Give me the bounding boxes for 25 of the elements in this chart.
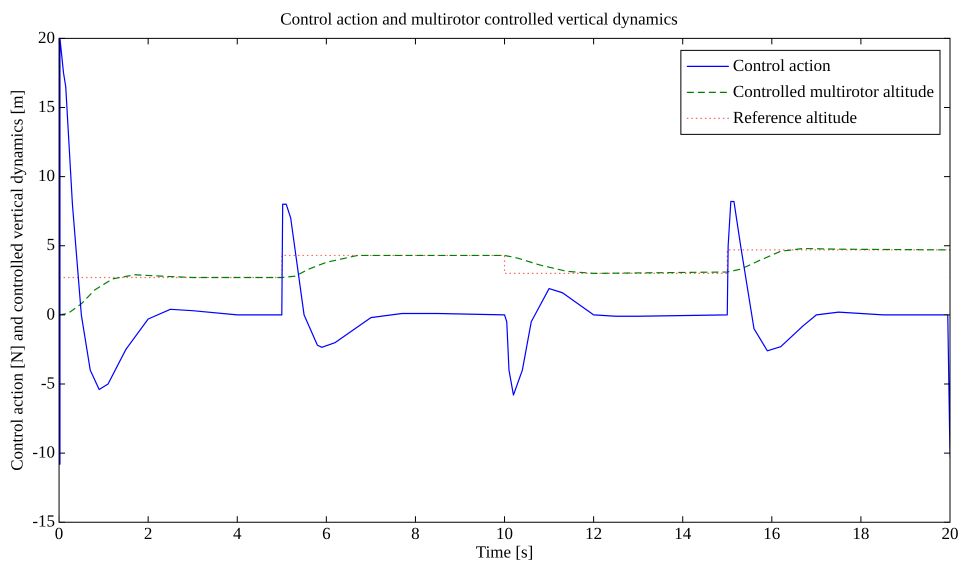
x-tick-label: 8	[411, 524, 420, 543]
x-tick-label: 16	[763, 524, 780, 543]
x-tick-label: 6	[322, 524, 331, 543]
x-tick-label: 14	[674, 524, 692, 543]
y-tick-label: 20	[38, 28, 56, 47]
x-tick-label: 10	[496, 524, 514, 543]
y-axis-title: Control action [N] and controlled vertical dynamics [m]	[8, 90, 27, 471]
chart-title: Control action and multirotor controlled vertical dynamics	[280, 10, 678, 29]
x-tick-label: 20	[942, 524, 958, 543]
x-tick-label: 4	[233, 524, 242, 543]
y-tick-label: 10	[38, 166, 56, 186]
line-series	[59, 248, 950, 316]
x-tick-label: 12	[585, 524, 602, 543]
x-tick-label: 2	[144, 524, 152, 543]
y-tick-label: 0	[46, 304, 56, 324]
y-tick-label: -10	[32, 442, 56, 462]
x-tick-label: 18	[852, 524, 870, 543]
y-tick-label: -5	[40, 373, 56, 392]
legend-label: Reference altitude	[732, 108, 857, 127]
y-tick-label: 15	[38, 96, 56, 116]
legend-label: Controlled multirotor altitude	[732, 82, 934, 101]
legend-label: Control action	[732, 56, 832, 75]
y-tick-label: 5	[46, 235, 56, 254]
y-tick-label: -15	[32, 512, 56, 531]
x-axis-title: Time [s]	[476, 542, 534, 562]
